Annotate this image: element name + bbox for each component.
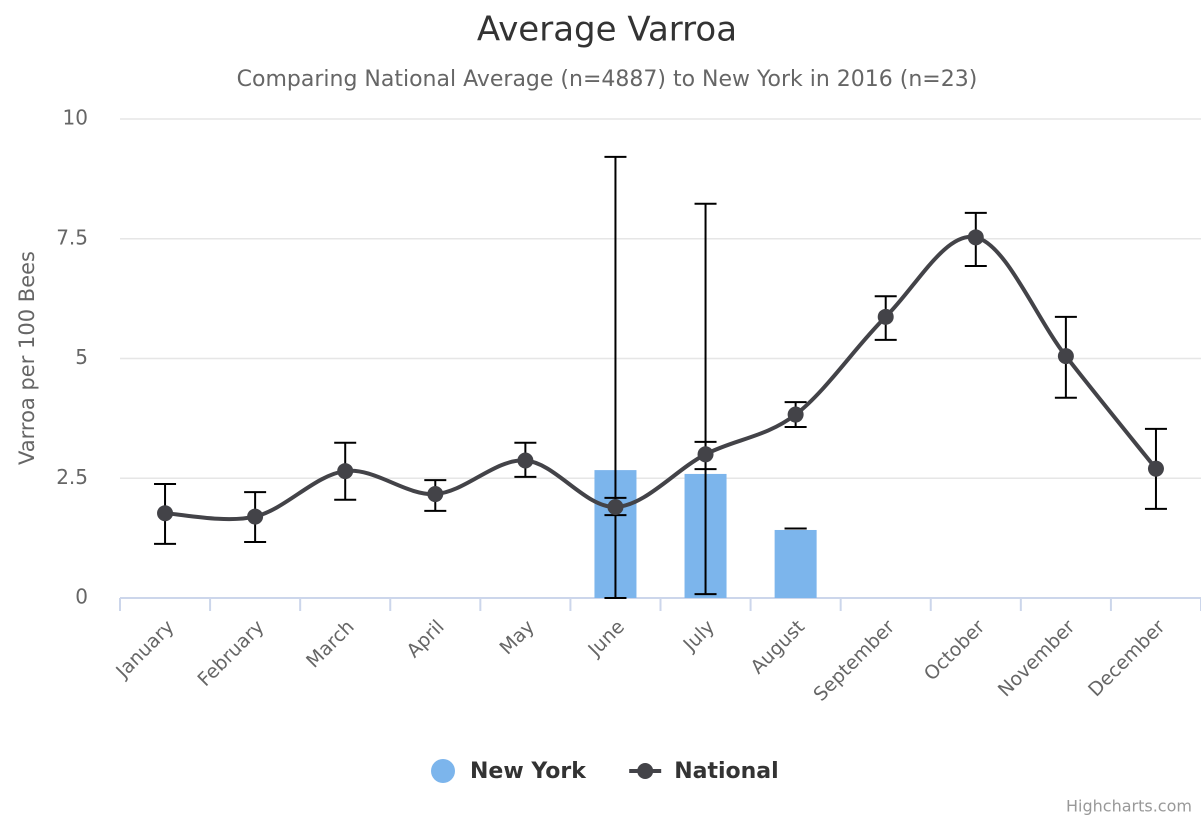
point bbox=[787, 406, 804, 423]
point bbox=[247, 508, 264, 525]
x-tick-label: February bbox=[193, 616, 268, 691]
line bbox=[164, 234, 1158, 522]
point bbox=[697, 446, 714, 463]
x-tick-label: June bbox=[583, 616, 629, 662]
y-tick-label: 5 bbox=[75, 345, 88, 369]
credit: Highcharts.com bbox=[1066, 797, 1192, 816]
y-tick-label: 10 bbox=[63, 106, 88, 130]
point bbox=[157, 505, 174, 522]
x-tick-label: April bbox=[402, 616, 448, 662]
x-tick-label: July bbox=[679, 616, 719, 656]
legend-label: New York bbox=[470, 759, 587, 784]
point bbox=[337, 463, 354, 480]
x-tick-label: August bbox=[746, 616, 809, 679]
legend-symbol bbox=[431, 759, 455, 783]
x-tick-label: November bbox=[994, 616, 1080, 702]
legend-symbol bbox=[637, 763, 654, 779]
x-tick-label: September bbox=[809, 616, 899, 706]
chart-subtitle: Comparing National Average (n=4887) to N… bbox=[237, 67, 978, 92]
x-tick-label: December bbox=[1084, 616, 1169, 701]
point bbox=[1147, 460, 1164, 477]
x-tick-label: May bbox=[495, 616, 538, 659]
error-bar bbox=[694, 202, 717, 596]
point bbox=[427, 486, 444, 503]
legend-label: National bbox=[674, 759, 778, 784]
point bbox=[517, 452, 534, 469]
point bbox=[877, 308, 894, 325]
point bbox=[607, 498, 624, 515]
x-tick-label: January bbox=[111, 616, 178, 683]
y-tick-label: 2.5 bbox=[56, 465, 88, 489]
point bbox=[967, 229, 984, 246]
y-tick-label: 0 bbox=[75, 585, 88, 609]
chart-title: Average Varroa bbox=[477, 10, 737, 50]
x-tick-label: October bbox=[920, 616, 989, 685]
y-axis-title: Varroa per 100 Bees bbox=[15, 251, 39, 465]
point bbox=[1057, 348, 1074, 365]
y-tick-label: 7.5 bbox=[56, 225, 88, 249]
error-bar bbox=[604, 155, 627, 599]
bar bbox=[774, 529, 817, 598]
x-tick-label: March bbox=[302, 616, 359, 673]
